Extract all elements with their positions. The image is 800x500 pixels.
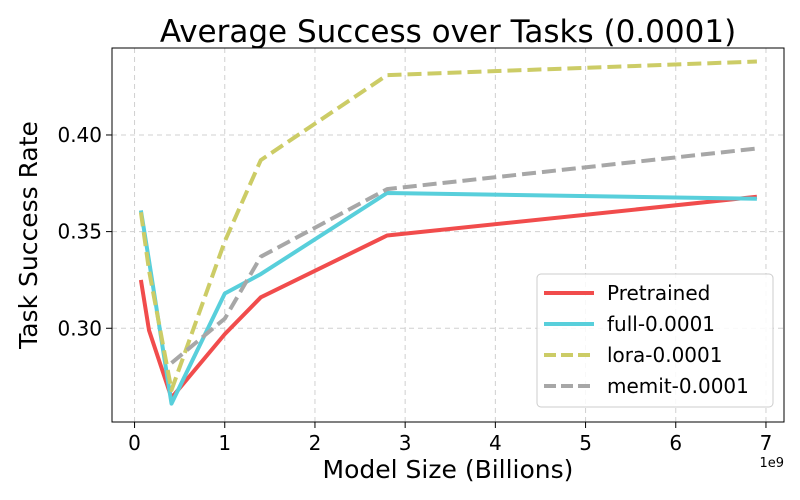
plot-frame [111, 47, 785, 423]
series-line-pretrained [138, 194, 758, 400]
y-tick-label: 0.35 [57, 220, 102, 244]
x-tick-label: 3 [399, 431, 412, 455]
series-line-memit-0-0001 [170, 146, 758, 365]
x-offset-label: 1e9 [759, 456, 784, 471]
series-lines [138, 59, 758, 406]
legend-label-lora-0-0001: lora-0.0001 [607, 343, 722, 367]
x-tick-label: 1 [218, 431, 231, 455]
axis-ticks: 0 1 2 3 4 5 6 7 0.30 0.35 0.40 [57, 123, 772, 455]
x-tick-label: 0 [128, 431, 141, 455]
legend: Pretrained full-0.0001 lora-0.0001 memit-0.… [536, 273, 774, 408]
legend-label-memit-0-0001: memit-0.0001 [607, 374, 749, 398]
legend-label-full-0-0001: full-0.0001 [607, 312, 715, 336]
y-tick-label: 0.40 [57, 123, 102, 147]
legend-box [536, 273, 774, 408]
x-tick-label: 4 [489, 431, 502, 455]
legend-label-pretrained: Pretrained [607, 281, 710, 305]
x-tick-label: 7 [760, 431, 773, 455]
y-axis-label: Task Success Rate [14, 121, 43, 350]
x-tick-label: 5 [579, 431, 592, 455]
chart-title: Average Success over Tasks (0.0001) [160, 14, 736, 50]
x-axis-label: Model Size (Billions) [323, 455, 574, 484]
x-tick-label: 6 [669, 431, 682, 455]
x-tick-label: 2 [309, 431, 322, 455]
y-tick-label: 0.30 [57, 316, 102, 340]
